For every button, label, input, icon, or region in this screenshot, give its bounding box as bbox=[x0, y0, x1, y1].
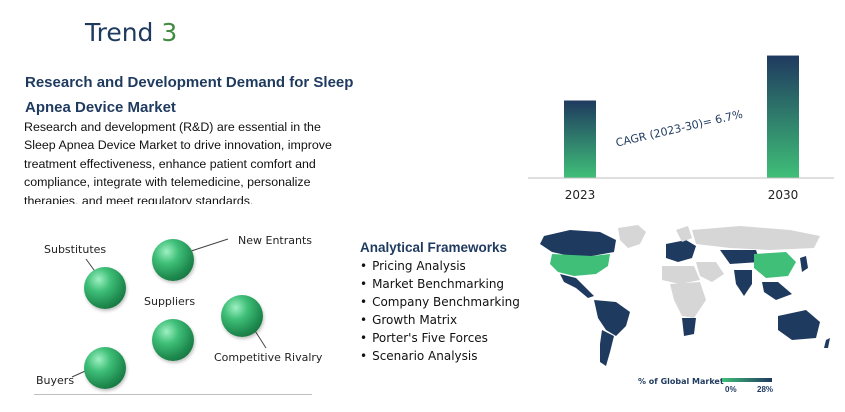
sphere-substitutes bbox=[84, 267, 126, 309]
sphere-new-entrants bbox=[152, 239, 194, 281]
bar-2030 bbox=[767, 55, 799, 178]
framework-item: Scenario Analysis bbox=[360, 347, 520, 365]
map-legend-gradient bbox=[722, 378, 772, 382]
frameworks-title: Analytical Frameworks bbox=[360, 240, 508, 255]
framework-item: Company Benchmarking bbox=[360, 293, 520, 311]
region-usa bbox=[550, 254, 610, 276]
cagr-bar-chart: 2023 2030 CAGR (2023-30)= 6.7% bbox=[528, 55, 834, 202]
map-legend-title: % of Global Market bbox=[638, 377, 724, 386]
framework-item: Porter's Five Forces bbox=[360, 329, 520, 347]
trend-title-text: Trend bbox=[85, 18, 154, 47]
region-south-cone bbox=[600, 330, 614, 366]
region-russia bbox=[692, 226, 820, 250]
framework-item: Market Benchmarking bbox=[360, 275, 520, 293]
region-india bbox=[734, 270, 752, 296]
region-australia bbox=[778, 310, 820, 340]
x-tick-label-2030: 2030 bbox=[768, 188, 799, 202]
region-south-africa bbox=[682, 318, 696, 336]
framework-item: Growth Matrix bbox=[360, 311, 520, 329]
map-legend-min: 0% bbox=[725, 385, 737, 394]
region-japan bbox=[800, 256, 808, 272]
rd-body: Research and development (R&D) are essen… bbox=[24, 120, 332, 204]
trend-number: 3 bbox=[161, 18, 178, 47]
sphere-competitive-rivalry bbox=[221, 295, 263, 337]
rd-heading: Research and Development Demand for Slee… bbox=[25, 74, 354, 116]
framework-item: Pricing Analysis bbox=[360, 257, 520, 275]
label-substitutes: Substitutes bbox=[44, 243, 107, 256]
region-mexico bbox=[560, 274, 594, 298]
region-brazil bbox=[594, 300, 630, 336]
trend-title: Trend 3 bbox=[85, 18, 177, 47]
region-middle-east bbox=[696, 262, 724, 282]
label-suppliers: Suppliers bbox=[144, 295, 196, 308]
x-tick-label-2023: 2023 bbox=[565, 188, 596, 202]
region-europe bbox=[666, 240, 696, 262]
frameworks-list: Pricing Analysis Market Benchmarking Com… bbox=[360, 257, 520, 365]
sphere-buyers bbox=[84, 347, 126, 389]
label-buyers: Buyers bbox=[36, 374, 75, 387]
map-legend-max: 28% bbox=[757, 385, 774, 394]
porter-baseline bbox=[34, 394, 312, 395]
region-central-africa bbox=[670, 282, 706, 318]
bar-2023 bbox=[564, 100, 596, 178]
region-north-africa bbox=[662, 266, 700, 284]
region-china bbox=[754, 252, 796, 278]
label-competitive-rivalry: Competitive Rivalry bbox=[214, 351, 323, 364]
region-southeast-asia bbox=[762, 282, 792, 300]
cagr-annotation: CAGR (2023-30)= 6.7% bbox=[614, 108, 743, 150]
porter-five-forces-graphic: Substitutes New Entrants Suppliers Compe… bbox=[0, 225, 345, 400]
analytical-frameworks: Analytical Frameworks Pricing Analysis M… bbox=[360, 240, 520, 365]
region-scandinavia bbox=[676, 226, 692, 242]
region-new-zealand bbox=[824, 338, 830, 348]
region-central-asia bbox=[720, 250, 760, 264]
sphere-suppliers bbox=[152, 319, 194, 361]
region-canada bbox=[540, 230, 616, 256]
region-greenland bbox=[618, 225, 646, 248]
label-new-entrants: New Entrants bbox=[238, 234, 313, 247]
world-market-map bbox=[540, 225, 830, 366]
